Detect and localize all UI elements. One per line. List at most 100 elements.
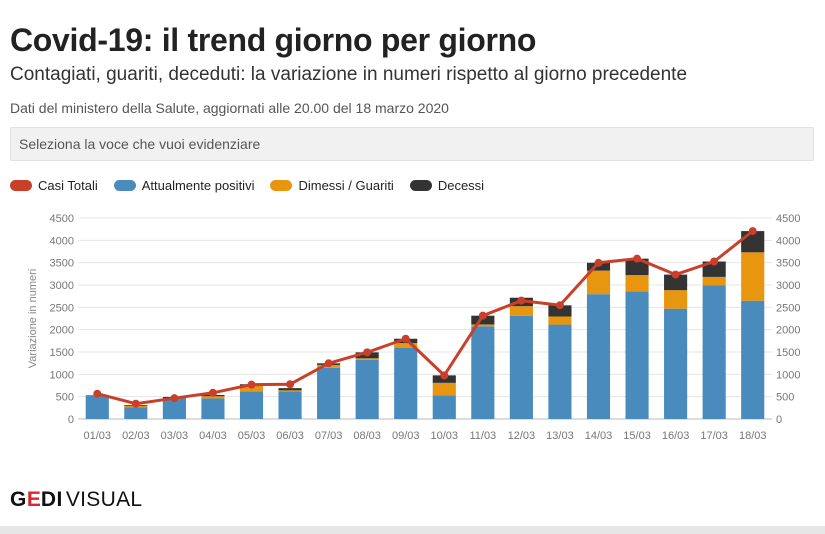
y-tick-label-right: 1500 <box>776 347 800 359</box>
y-tick-label-right: 500 <box>776 392 794 404</box>
point-casi-totali[interactable]: Casi Totali 02/03: 342 <box>131 399 140 408</box>
bar-dimessi-guariti[interactable]: Dimessi / Guariti 09/03: 102 <box>394 343 418 348</box>
legend-label-attualmente-positivi: Attualmente positivi <box>141 177 255 193</box>
bar-decessi[interactable]: Decessi 06/03: 49 <box>278 388 302 391</box>
point-casi-totali[interactable]: Casi Totali 18/03: 4207 <box>748 227 757 236</box>
bar-attualmente-positivi[interactable]: Attualmente positivi 17/03: 2989 <box>702 285 726 419</box>
point-casi-totali[interactable]: Casi Totali 06/03: 778 <box>286 380 295 389</box>
x-tick-label: 12/03 <box>508 430 536 442</box>
bottom-bar <box>0 526 825 534</box>
bar-dimessi-guariti[interactable]: Dimessi / Guariti 10/03: 280 <box>432 382 456 396</box>
bar-attualmente-positivi[interactable]: Attualmente positivi 15/03: 2853 <box>625 291 649 419</box>
x-tick-label: 02/03 <box>122 430 150 442</box>
point-casi-totali[interactable]: Casi Totali 04/03: 587 <box>208 388 217 397</box>
x-tick-label: 14/03 <box>585 430 613 442</box>
x-tick-label: 08/03 <box>353 430 381 442</box>
point-casi-totali[interactable]: Casi Totali 07/03: 1247 <box>324 359 333 368</box>
point-casi-totali[interactable]: Casi Totali 14/03: 3497 <box>594 258 603 267</box>
y-tick-label-left: 3500 <box>50 258 74 270</box>
bar-attualmente-positivi[interactable]: Attualmente positivi 14/03: 2795 <box>586 294 611 419</box>
point-casi-totali[interactable]: Casi Totali 11/03: 2313 <box>478 311 487 320</box>
bar-dimessi-guariti[interactable]: Dimessi / Guariti 15/03: 369 <box>625 275 649 292</box>
point-casi-totali[interactable]: Casi Totali 01/03: 566 <box>93 389 102 398</box>
legend-swatch-decessi <box>409 179 432 191</box>
bar-attualmente-positivi[interactable]: Attualmente positivi 01/03: 528 <box>85 395 109 419</box>
stacked-bar-line-chart: 0 0 500 500 1000 1000 1500 1500 2000 2000 2500 2500… <box>27 213 800 442</box>
legend-label-dimessi-guariti: Dimessi / Guariti <box>298 177 394 193</box>
bar-attualmente-positivi[interactable]: Attualmente positivi 13/03: 2114 <box>548 324 572 419</box>
point-casi-totali[interactable]: Casi Totali 10/03: 977 <box>440 371 449 380</box>
bar-attualmente-positivi[interactable]: Attualmente positivi 16/03: 2470 <box>664 308 688 419</box>
bars: Attualmente positivi 01/03: 528 Decessi 0… <box>85 231 765 419</box>
bar-attualmente-positivi[interactable]: Attualmente positivi 05/03: 620 <box>239 391 264 419</box>
point-casi-totali[interactable]: Casi Totali 03/03: 466 <box>170 394 179 403</box>
y-tick-label-right: 3500 <box>776 258 800 270</box>
point-casi-totali[interactable]: Casi Totali 16/03: 3233 <box>671 270 680 279</box>
bar-attualmente-positivi[interactable]: Attualmente positivi 09/03: 1598 <box>394 347 418 419</box>
x-tick-label: 10/03 <box>431 430 459 442</box>
x-tick-label: 17/03 <box>700 430 728 442</box>
legend-item-attualmente-positivi[interactable]: Attualmente positivi <box>113 177 255 193</box>
x-tick-label: 13/03 <box>546 430 574 442</box>
bar-attualmente-positivi[interactable]: Attualmente positivi 03/03: 466 <box>162 398 186 419</box>
x-tick-label: 16/03 <box>662 430 690 442</box>
chart-legend: Casi Totali Attualmente positivi Dimessi… <box>10 176 500 194</box>
y-tick-label-left: 4000 <box>50 235 74 247</box>
y-tick-label-left: 500 <box>56 392 74 404</box>
x-tick-label: 06/03 <box>276 430 304 442</box>
point-casi-totali[interactable]: Casi Totali 05/03: 769 <box>247 380 256 389</box>
legend-item-decessi[interactable]: Decessi <box>409 178 484 193</box>
bar-attualmente-positivi[interactable]: Attualmente positivi 11/03: 2076 <box>471 326 495 419</box>
bar-dimessi-guariti[interactable]: Dimessi / Guariti 14/03: 527 <box>586 270 611 295</box>
point-casi-totali[interactable]: Casi Totali 17/03: 3526 <box>710 257 719 266</box>
x-tick-label: 05/03 <box>238 430 266 442</box>
y-tick-label-left: 4500 <box>50 213 74 225</box>
bar-dimessi-guariti[interactable]: Dimessi / Guariti 05/03: 117 <box>239 386 264 392</box>
chart-title: Covid-19: il trend giorno per giorno <box>10 22 537 58</box>
x-tick-label: 07/03 <box>315 430 343 442</box>
bar-decessi[interactable]: Decessi 17/03: 345 <box>702 261 726 277</box>
bar-dimessi-guariti[interactable]: Dimessi / Guariti 06/03: 22 <box>278 390 302 392</box>
y-tick-label-left: 2000 <box>50 325 74 337</box>
x-tick-label: 01/03 <box>84 430 112 442</box>
legend-swatch-dimessi-guariti <box>270 179 293 191</box>
point-casi-totali[interactable]: Casi Totali 13/03: 2547 <box>555 301 564 310</box>
x-tick-label: 18/03 <box>739 430 767 442</box>
bar-dimessi-guariti[interactable]: Dimessi / Guariti 18/03: 1084 <box>741 252 765 301</box>
bar-dimessi-guariti[interactable]: Dimessi / Guariti 13/03: 181 <box>548 316 572 325</box>
y-tick-label-right: 2500 <box>776 302 800 314</box>
y-tick-label-left: 1500 <box>50 347 74 359</box>
bar-attualmente-positivi[interactable]: Attualmente positivi 18/03: 2648 <box>741 300 765 419</box>
y-tick-label-right: 4000 <box>776 235 800 247</box>
bar-attualmente-positivi[interactable]: Attualmente positivi 02/03: 258 <box>124 407 148 419</box>
bar-decessi[interactable]: Decessi 16/03: 349 <box>664 274 688 291</box>
point-casi-totali[interactable]: Casi Totali 12/03: 2651 <box>517 296 526 305</box>
point-casi-totali[interactable]: Casi Totali 15/03: 3590 <box>633 254 642 263</box>
bar-decessi[interactable]: Decessi 13/03: 250 <box>548 305 572 317</box>
total-cases-line: Casi Totali 01/03: 566 Casi Totali 02/03:… <box>93 227 757 408</box>
bar-dimessi-guariti[interactable]: Dimessi / Guariti 16/03: 414 <box>664 290 688 309</box>
bar-attualmente-positivi[interactable]: Attualmente positivi 10/03: 529 <box>432 395 456 419</box>
bar-dimessi-guariti[interactable]: Dimessi / Guariti 08/03: 33 <box>355 358 379 360</box>
legend-swatch-attualmente-positivi <box>113 179 136 191</box>
bar-attualmente-positivi[interactable]: Attualmente positivi 06/03: 620 <box>278 391 302 419</box>
bar-dimessi-guariti[interactable]: Dimessi / Guariti 12/03: 213 <box>509 306 533 316</box>
y-tick-label-right: 0 <box>776 414 782 426</box>
bar-dimessi-guariti[interactable]: Dimessi / Guariti 11/03: 41 <box>471 324 495 327</box>
bar-attualmente-positivi[interactable]: Attualmente positivi 08/03: 1326 <box>355 359 379 419</box>
bar-decessi[interactable]: Decessi 15/03: 368 <box>625 258 649 276</box>
legend-item-casi-totali[interactable]: Casi Totali <box>10 178 98 193</box>
y-tick-label-left: 3000 <box>50 280 74 292</box>
bar-dimessi-guariti[interactable]: Dimessi / Guariti 17/03: 192 <box>702 276 726 286</box>
bar-decessi[interactable]: Decessi 11/03: 196 <box>471 315 495 325</box>
point-casi-totali[interactable]: Casi Totali 09/03: 1797 <box>401 334 410 343</box>
bar-attualmente-positivi[interactable]: Attualmente positivi 12/03: 2313 <box>509 315 533 419</box>
bar-dimessi-guariti[interactable]: Dimessi / Guariti 04/03: 50 <box>201 396 225 399</box>
point-casi-totali[interactable]: Casi Totali 08/03: 1492 <box>363 348 372 357</box>
highlight-series-select[interactable]: Seleziona la voce che vuoi evidenziare <box>10 127 814 161</box>
data-source-note: Dati del ministero della Salute, aggiorn… <box>10 100 449 116</box>
bar-attualmente-positivi[interactable]: Attualmente positivi 04/03: 460 <box>201 398 225 419</box>
legend-item-dimessi-guariti[interactable]: Dimessi / Guariti <box>270 177 394 193</box>
bar-attualmente-positivi[interactable]: Attualmente positivi 07/03: 1145 <box>317 367 341 419</box>
y-tick-label-left: 0 <box>68 414 74 426</box>
